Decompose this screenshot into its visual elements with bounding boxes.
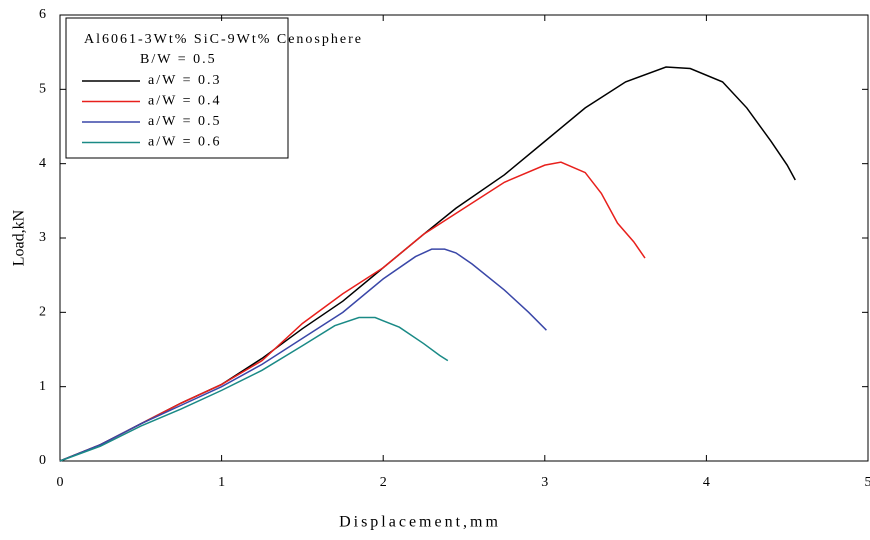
y-axis-label: Load,kN bbox=[11, 209, 28, 266]
x-tick-label: 1 bbox=[218, 475, 225, 490]
data-line bbox=[59, 161, 646, 462]
legend-title: Al6061-3Wt% SiC-9Wt% Cenosphere bbox=[84, 32, 363, 47]
data-line bbox=[59, 248, 547, 462]
y-tick-label: 4 bbox=[39, 156, 46, 171]
x-tick-label: 4 bbox=[703, 475, 710, 490]
legend-box bbox=[65, 17, 289, 159]
legend-label: a/W = 0.4 bbox=[148, 94, 221, 109]
y-tick-label: 0 bbox=[39, 453, 46, 468]
y-tick-label: 2 bbox=[39, 305, 46, 320]
y-tick-label: 3 bbox=[39, 230, 46, 245]
x-tick-label: 0 bbox=[57, 475, 64, 490]
legend-label: a/W = 0.3 bbox=[148, 73, 221, 88]
data-line bbox=[59, 316, 449, 462]
legend-label: a/W = 0.5 bbox=[148, 114, 221, 129]
legend-label: a/W = 0.6 bbox=[148, 135, 221, 150]
y-tick-label: 6 bbox=[39, 7, 46, 22]
legend-subtitle: B/W = 0.5 bbox=[140, 52, 217, 67]
x-tick-label: 3 bbox=[541, 475, 548, 490]
x-tick-label: 2 bbox=[380, 475, 387, 490]
x-tick-label: 5 bbox=[865, 475, 870, 490]
x-axis-label: Displacement,mm bbox=[339, 514, 501, 531]
y-tick-label: 1 bbox=[39, 379, 46, 394]
y-tick-label: 5 bbox=[39, 82, 46, 97]
